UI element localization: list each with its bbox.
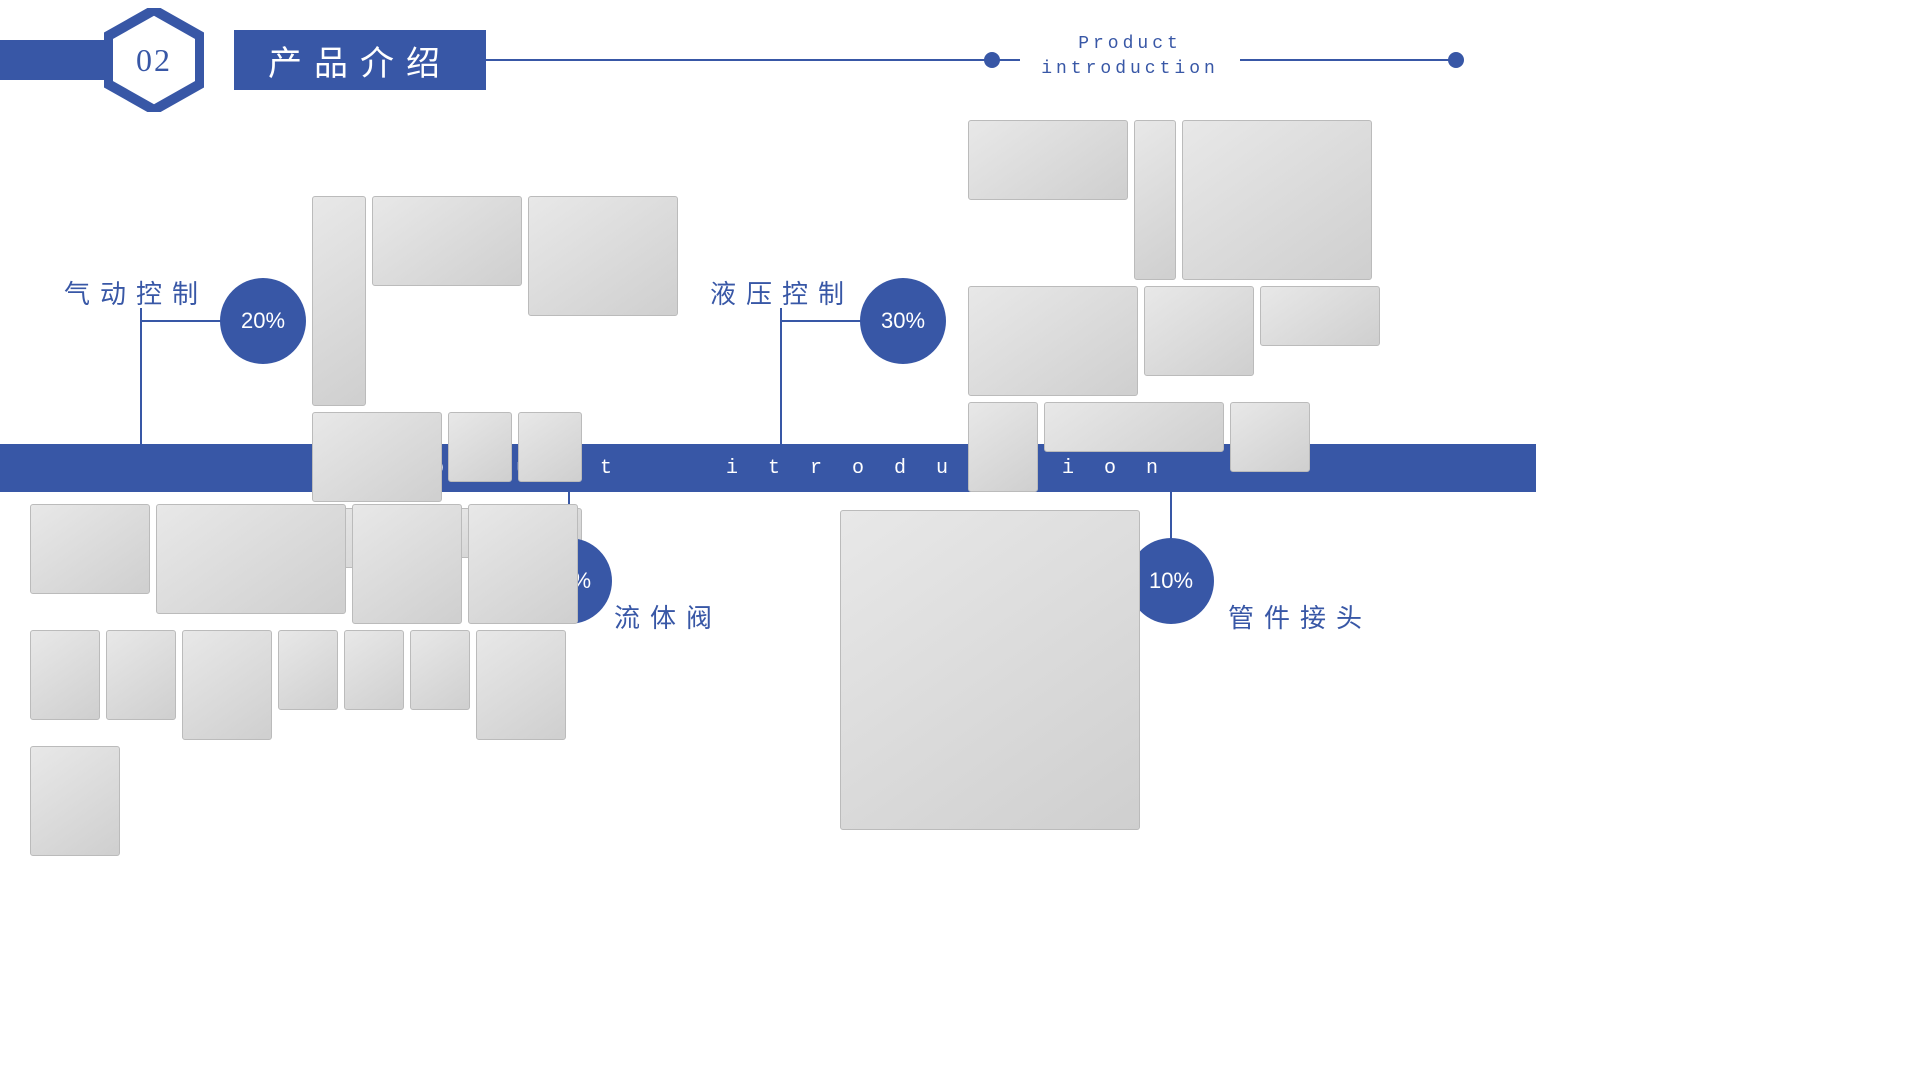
category-label-fittings: 管件接头 [1228, 598, 1372, 635]
product-image [448, 412, 512, 482]
product-image [278, 630, 338, 710]
connector-h-pneumatic [140, 320, 228, 322]
category-label-pneumatic: 气动控制 [64, 274, 208, 311]
header-left-bar [0, 40, 110, 80]
header-dot-left [984, 52, 1000, 68]
percent-circle-fittings: 10% [1128, 538, 1214, 624]
product-images-hydraulic [968, 120, 1418, 420]
category-label-hydraulic: 液压控制 [710, 274, 854, 311]
product-image [968, 120, 1128, 200]
product-images-pneumatic [312, 196, 700, 426]
category-label-fluid: 流体阀 [614, 598, 722, 635]
subtitle-line2: introduction [1030, 57, 1230, 82]
connector-h-hydraulic [780, 320, 868, 322]
product-image [352, 504, 462, 624]
product-image [156, 504, 346, 614]
product-image [468, 504, 578, 624]
product-image [1134, 120, 1176, 280]
product-image [410, 630, 470, 710]
percent-circle-pneumatic: 20% [220, 278, 306, 364]
product-image [1230, 402, 1310, 472]
header-divider-line [470, 59, 1456, 61]
header-dot-right [1448, 52, 1464, 68]
page-title: 产品介绍 [234, 30, 486, 90]
product-image [840, 510, 1140, 830]
product-image [30, 746, 120, 856]
product-image [312, 412, 442, 502]
product-images-fluid [30, 504, 610, 844]
subtitle-line1: Product [1030, 32, 1230, 57]
product-image [968, 402, 1038, 492]
product-image [968, 286, 1138, 396]
product-image [518, 412, 582, 482]
product-image [30, 630, 100, 720]
product-images-fittings [840, 510, 1140, 830]
product-image [476, 630, 566, 740]
product-image [1044, 402, 1224, 452]
connector-v-hydraulic [780, 308, 782, 444]
percent-circle-hydraulic: 30% [860, 278, 946, 364]
product-image [182, 630, 272, 740]
section-number-hexagon: 02 [104, 8, 204, 112]
connector-v-fittings [1170, 492, 1172, 546]
product-image [1260, 286, 1380, 346]
product-image [312, 196, 366, 406]
product-image [106, 630, 176, 720]
section-number: 02 [136, 42, 172, 79]
page-subtitle: Product introduction [1020, 32, 1240, 82]
connector-v-pneumatic [140, 308, 142, 444]
product-image [528, 196, 678, 316]
product-image [344, 630, 404, 710]
product-image [372, 196, 522, 286]
product-image [1144, 286, 1254, 376]
product-image [1182, 120, 1372, 280]
product-image [30, 504, 150, 594]
